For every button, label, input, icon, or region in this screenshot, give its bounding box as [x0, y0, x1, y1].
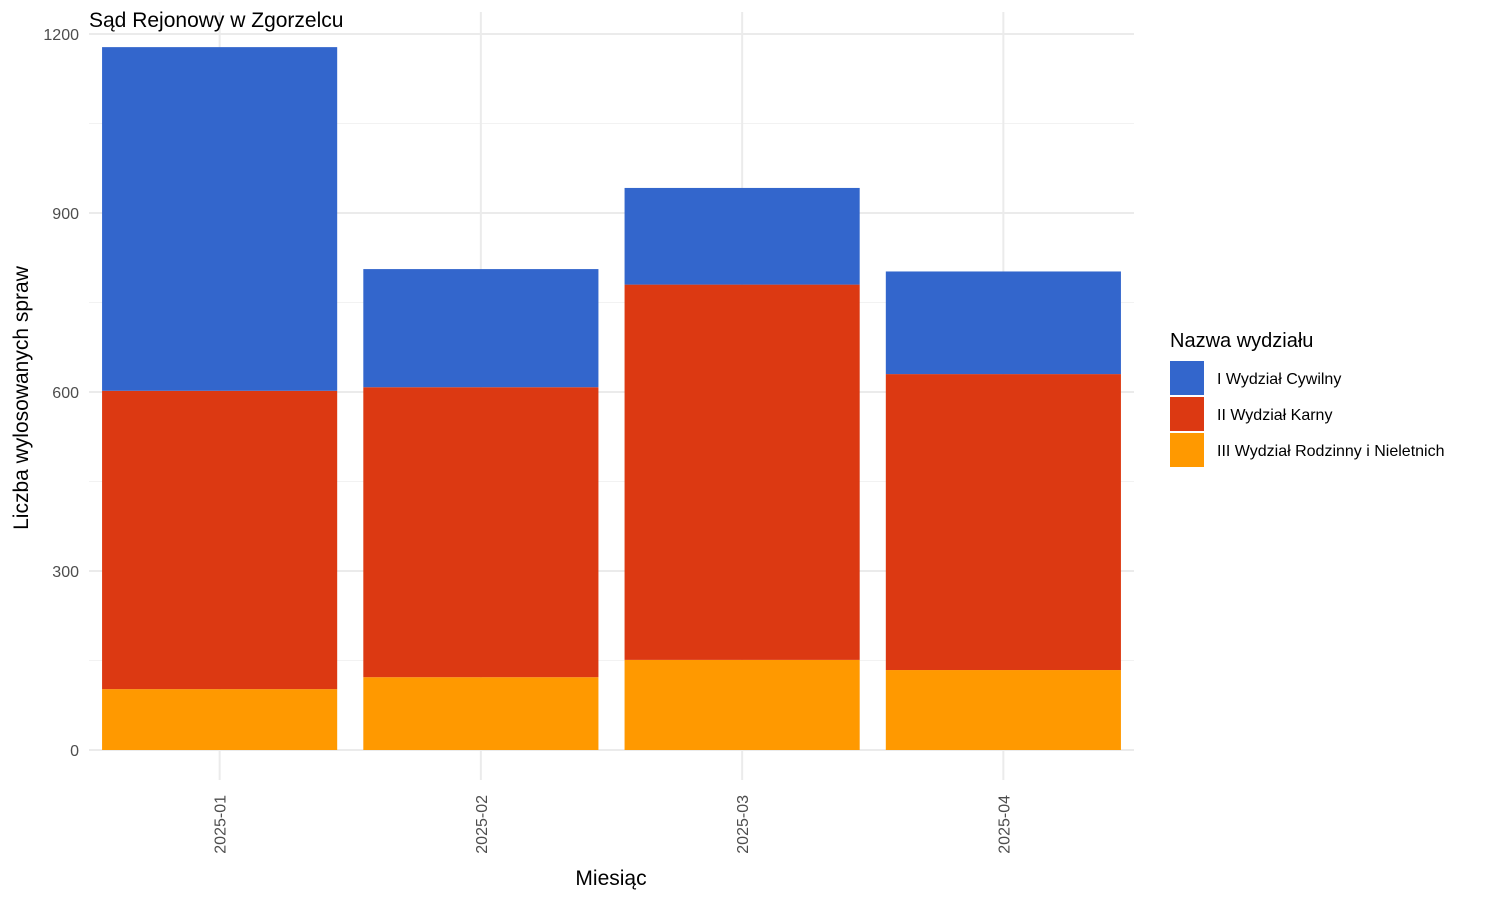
legend-title: Nazwa wydziału [1170, 330, 1313, 352]
legend: Nazwa wydziału I Wydział Cywilny II Wydzi… [1170, 330, 1445, 467]
chart-title: Sąd Rejonowy w Zgorzelcu [89, 9, 343, 32]
x-tick-label: 2025-02 [474, 795, 491, 854]
bar-segment [885, 670, 1121, 750]
bar-segment [363, 387, 599, 678]
legend-items: I Wydział Cywilny II Wydział Karny III Wyd… [1170, 361, 1445, 467]
x-tick-label: 2025-01 [213, 795, 230, 854]
bar-segment [102, 689, 338, 750]
y-tick-label: 600 [52, 385, 79, 402]
bar-segment [885, 271, 1121, 375]
legend-swatch [1170, 397, 1204, 431]
x-axis-title: Miesiąc [575, 867, 646, 890]
bar-segment [624, 284, 860, 660]
legend-label: III Wydział Rodzinny i Nieletnich [1217, 443, 1445, 460]
legend-label: II Wydział Karny [1217, 407, 1332, 424]
bar-segment [363, 269, 599, 388]
x-axis-ticks: 2025-01 2025-02 2025-03 2025-04 [213, 795, 1014, 854]
legend-swatch [1170, 361, 1204, 395]
bar-segment [363, 677, 599, 750]
bar-segment [624, 659, 860, 750]
legend-swatch [1170, 433, 1204, 467]
bar-segment [102, 390, 338, 690]
x-tick-label: 2025-04 [996, 795, 1013, 854]
y-tick-label: 1200 [43, 27, 79, 44]
y-tick-label: 0 [70, 743, 79, 760]
bar-segment [624, 187, 860, 285]
y-tick-label: 900 [52, 206, 79, 223]
bar-segment [885, 374, 1121, 671]
y-axis-title: Liczba wylosowanych spraw [10, 265, 33, 530]
bar-segment [102, 47, 338, 391]
bars [102, 47, 1121, 750]
y-axis-ticks: 0 300 600 900 1200 [43, 27, 79, 760]
legend-label: I Wydział Cywilny [1217, 371, 1341, 388]
y-tick-label: 300 [52, 564, 79, 581]
x-tick-label: 2025-03 [735, 795, 752, 854]
